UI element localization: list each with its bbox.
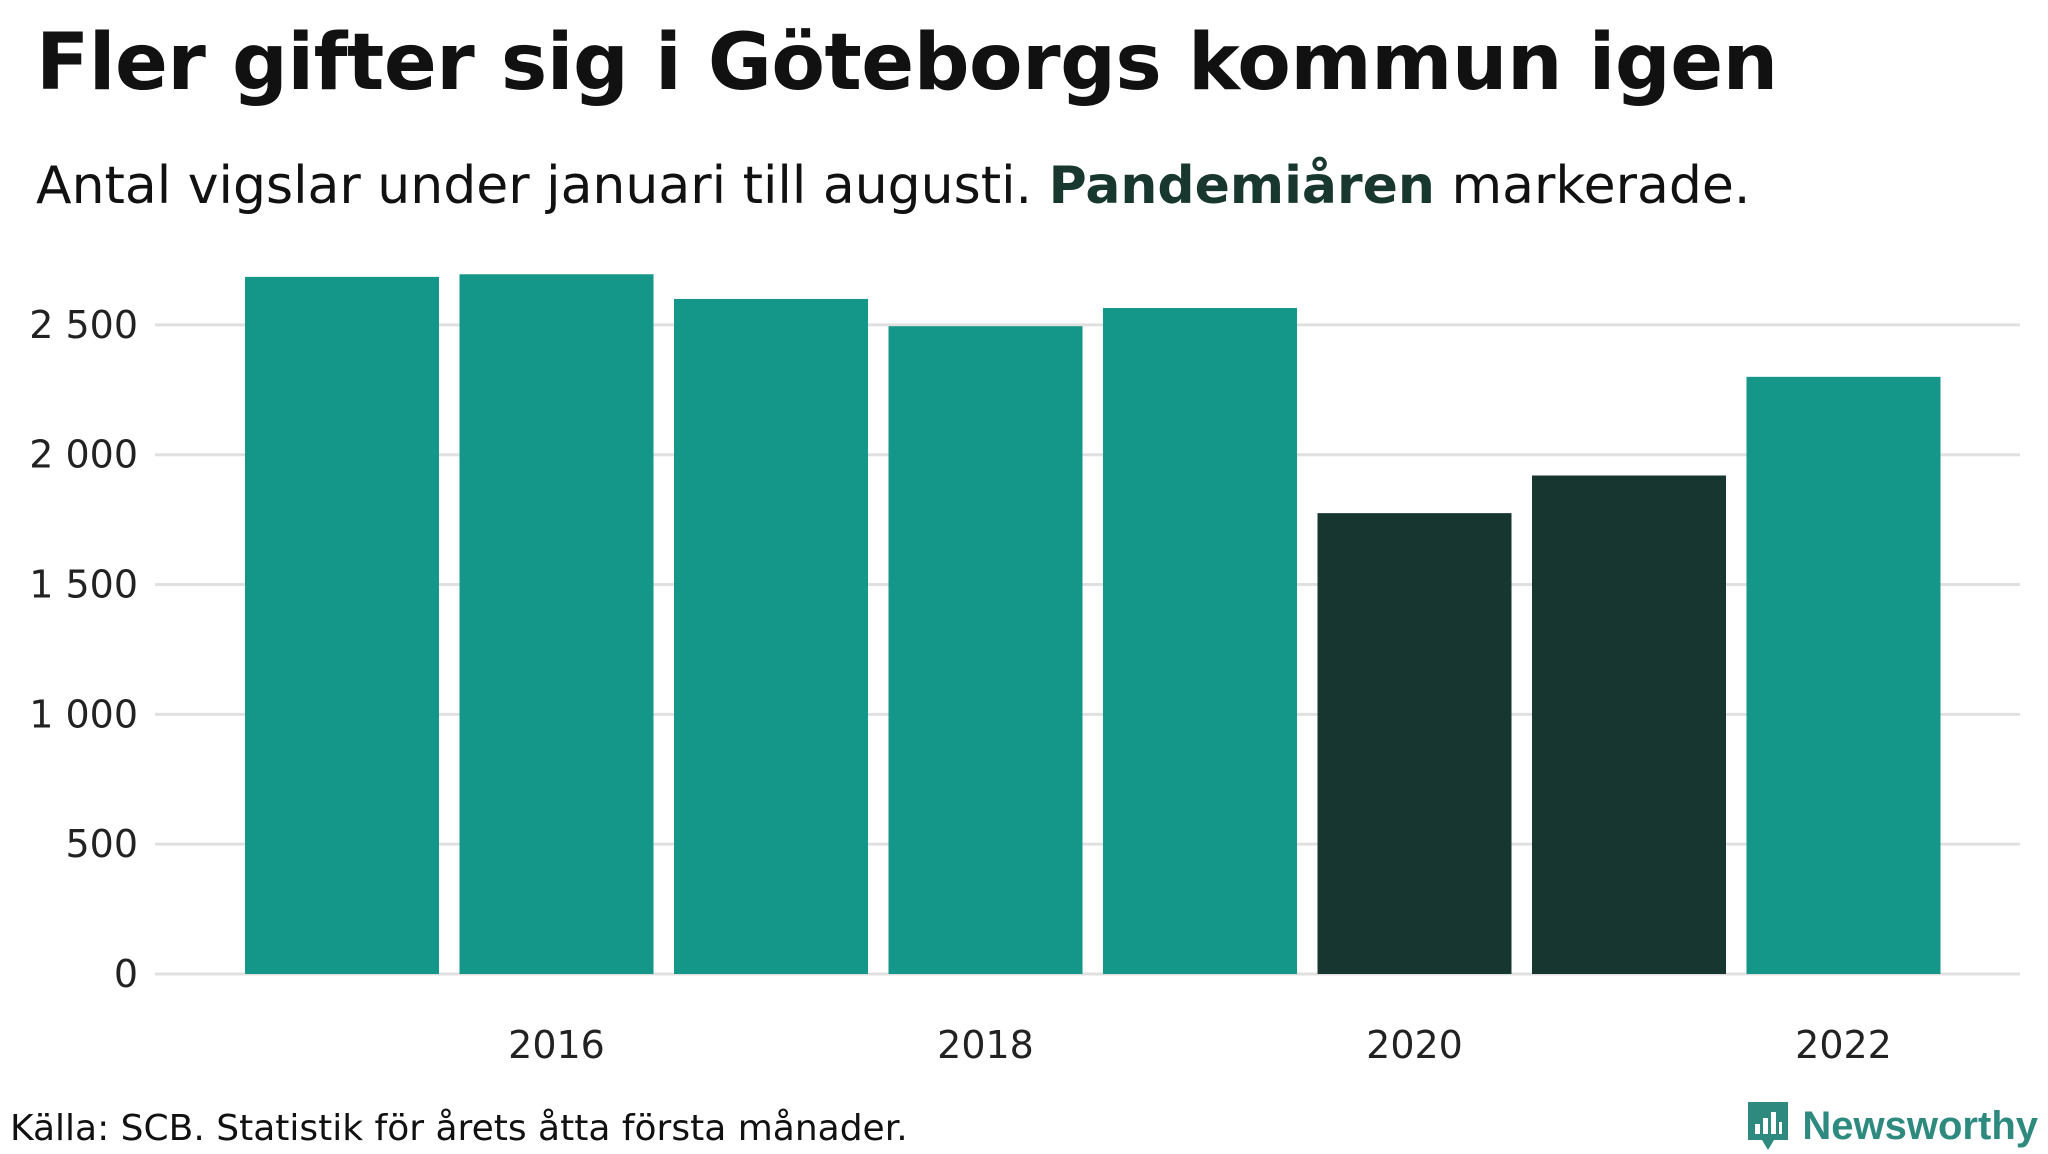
y-tick-label: 1 500 <box>29 563 138 607</box>
source-note: Källa: SCB. Statistik för årets åtta för… <box>10 1108 908 1149</box>
x-tick-label: 2016 <box>508 1023 605 1060</box>
chart-title: Fler gifter sig i Göteborgs kommun igen <box>36 18 1778 108</box>
bar-2020 <box>1317 513 1512 974</box>
bar-2017 <box>674 298 868 975</box>
y-tick-label: 2 500 <box>29 303 138 347</box>
bar-chart-speech-bubble-icon <box>1748 1102 1789 1150</box>
y-tick-label: 1 000 <box>29 692 138 736</box>
subtitle-text: Antal vigslar under januari till augusti… <box>36 156 1033 216</box>
y-axis-ticks: 0 500 1 000 1 500 2 000 2 500 <box>29 303 138 996</box>
bar-chart: 0 500 1 000 1 500 2 000 2 500 2016 2018 2020 202… <box>29 274 2020 1060</box>
x-tick-label: 2020 <box>1366 1023 1463 1060</box>
bar-2019 <box>1103 308 1297 974</box>
bars <box>245 274 1941 975</box>
subtitle-text-end: markerade. <box>1451 156 1751 216</box>
x-tick-label: 2022 <box>1795 1023 1892 1060</box>
x-axis-ticks: 2016 2018 2020 2022 <box>508 1023 1892 1060</box>
bar-2021 <box>1532 475 1726 974</box>
brand-name: Newsworthy <box>1802 1103 2038 1148</box>
y-tick-label: 0 <box>114 952 138 996</box>
bar-2018 <box>888 326 1083 974</box>
y-tick-label: 500 <box>65 822 138 866</box>
x-tick-label: 2018 <box>937 1023 1034 1060</box>
bar-2015 <box>245 276 439 975</box>
bar-2022 <box>1746 376 1941 974</box>
bar-2016 <box>459 274 654 974</box>
y-tick-label: 2 000 <box>29 433 138 477</box>
subtitle-highlight: Pandemiåren <box>1048 156 1435 216</box>
brand-logo: Newsworthy <box>1744 1098 2038 1154</box>
chart-subtitle: Antal vigslar under januari till augusti… <box>36 156 1750 216</box>
